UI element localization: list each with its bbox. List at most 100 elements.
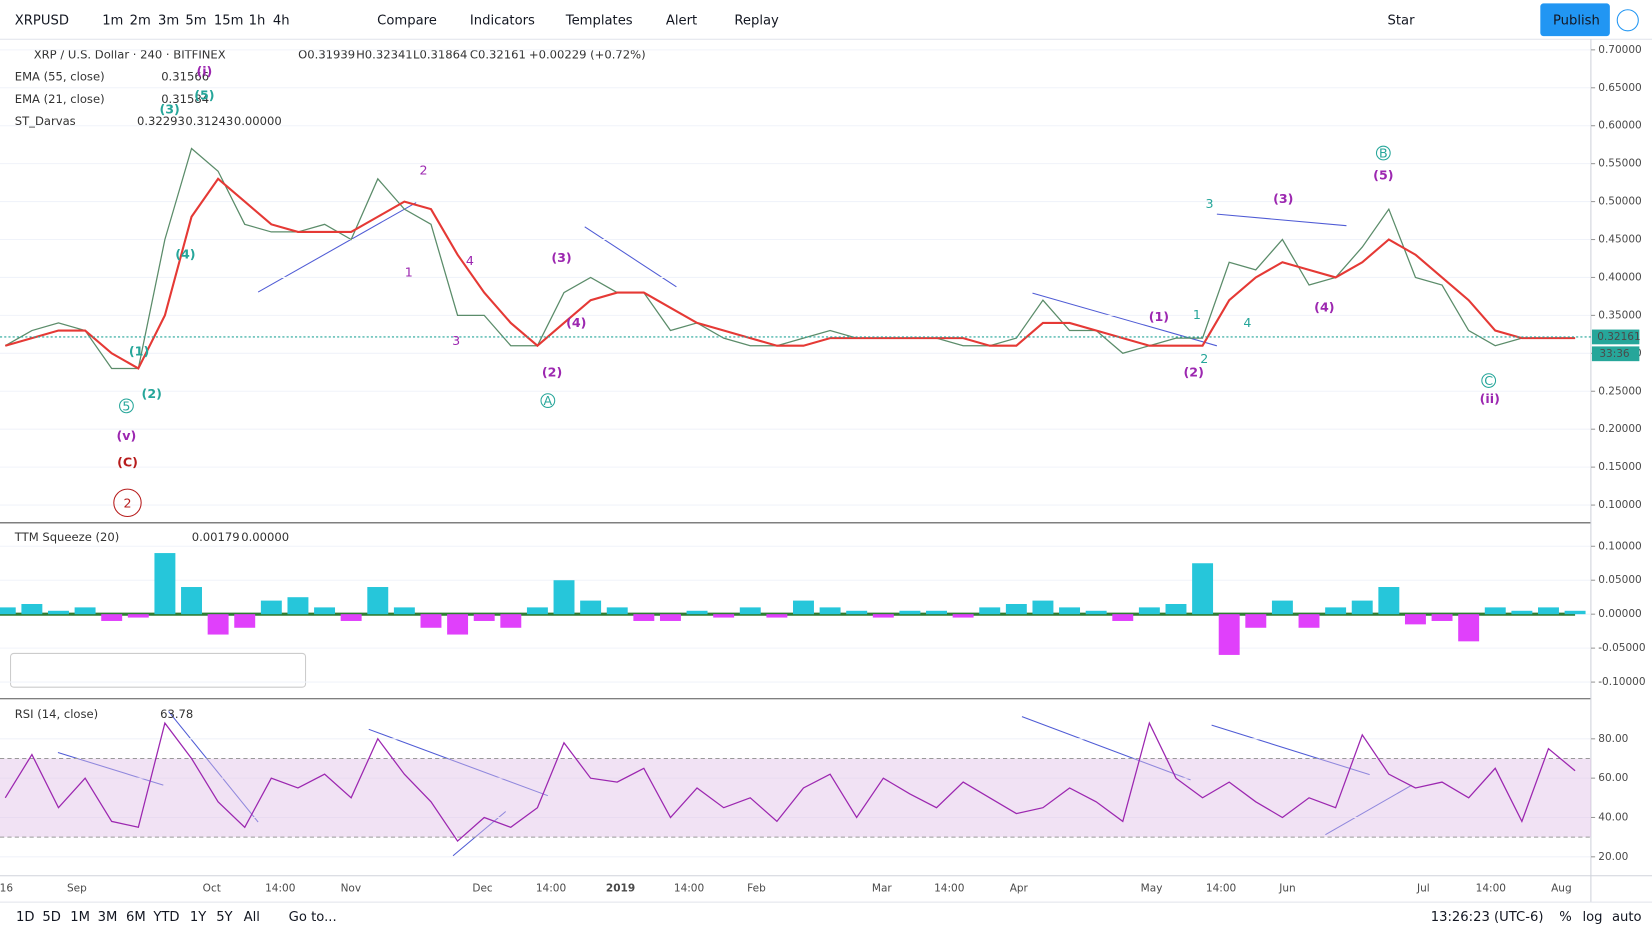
wave-circle [113,488,142,518]
bar [553,580,575,615]
goto-button[interactable]: Go to... [289,910,337,925]
bar [1218,614,1240,655]
bar [1192,563,1214,615]
publish-label[interactable]: Publish [1553,13,1600,28]
alert-button[interactable]: Alert [666,13,697,28]
bar [500,614,522,628]
bar [48,610,69,615]
bar [580,600,602,615]
y-tick-label: -0.05000 [1598,642,1645,654]
y-tick-label: 0.50000 [1598,196,1642,208]
bar [1138,607,1160,615]
x-tick-label: Dec [472,882,493,894]
indicator-value: 63.78 [160,707,193,721]
y-tick-label: 0.70000 [1598,44,1642,56]
indicators-button[interactable]: Indicators [470,13,535,28]
range-button[interactable]: All [244,910,260,925]
interval-button[interactable]: 15m [214,13,244,28]
price-line [4,147,1576,370]
bar [1511,610,1533,615]
bar [819,607,841,615]
y-tick-label: 0.45000 [1598,234,1642,246]
x-tick-label: Sep [67,882,87,894]
bar [473,614,495,621]
interval-button[interactable]: 2m [130,13,151,28]
replay-button[interactable]: Replay [734,13,779,28]
trendlines [57,202,1413,857]
trendline [368,728,549,797]
wave-label: 4 [1243,315,1251,330]
bar [74,607,96,615]
y-tick-label: 0.55000 [1598,158,1642,170]
indicator-name: RSI (14, close) [15,707,98,721]
x-tick-label: 16 [0,882,13,894]
indicator-name: EMA (55, close) [15,70,105,84]
last-price-tag [1591,329,1640,345]
publish-button[interactable] [1540,3,1610,37]
bar [926,610,947,615]
x-tick-label: Feb [747,882,766,894]
indicator-name: ST_Darvas [15,114,76,128]
range-button[interactable]: 5D [42,910,61,925]
range-button[interactable]: 1D [16,910,35,925]
trendline [1325,784,1413,836]
bar [713,614,735,618]
x-tick-label: Mar [872,882,893,894]
range-button[interactable]: 6M [126,910,146,925]
symbol-search[interactable]: XRPUSD [15,13,69,28]
y-tick-label: 0.25000 [1598,385,1642,397]
interval-button[interactable]: 4h [273,13,290,28]
ohlc-value: L0.31864 [413,48,467,62]
indicator-name: EMA (21, close) [15,92,105,106]
x-tick-label: Nov [341,882,362,894]
wave-label: 5 [122,398,130,413]
wave-circle [540,393,556,408]
trendline [584,226,677,288]
bar [420,614,442,628]
wave-label: 1 [1193,307,1201,322]
wave-label: (5) [194,88,214,103]
range-button[interactable]: 1M [70,910,90,925]
star-button[interactable]: Star [1388,13,1416,28]
compare-button[interactable]: Compare [377,13,437,28]
range-button[interactable]: 1Y [190,910,207,925]
bar [1112,614,1134,621]
bar [952,614,974,618]
wave-label: (2) [142,386,162,401]
bar [447,614,469,635]
y-tick-label: 0.05000 [1598,574,1642,586]
wave-label: (1) [129,344,149,359]
bar [686,610,708,615]
indicator-value: 0.31243 [185,114,233,128]
ohlc-value: H0.32341 [356,48,413,62]
interval-button[interactable]: 3m [158,13,179,28]
wave-label: (3) [1273,191,1293,206]
templates-button[interactable]: Templates [565,13,633,28]
fullscreen-icon[interactable] [1616,9,1639,32]
bar [1325,607,1347,615]
interval-button[interactable]: 1m [102,13,123,28]
bar [287,597,309,615]
interval-button[interactable]: 1h [249,13,266,28]
wave-label: 4 [466,253,474,268]
range-button[interactable]: 5Y [216,910,233,925]
bar [314,607,336,615]
bar [899,610,921,615]
bar [793,600,814,615]
range-button[interactable]: YTD [152,910,179,925]
bar [1564,610,1586,615]
range-button[interactable]: 3M [98,910,118,925]
indicator-value: 0.32293 [137,114,185,128]
y-tick-label: 40.00 [1598,811,1628,823]
interval-button[interactable]: 5m [185,13,206,28]
auto-toggle[interactable]: auto [1612,910,1642,925]
bar [766,614,788,618]
percent-toggle[interactable]: % [1559,910,1572,925]
bar [127,614,149,618]
y-tick-label: 0.65000 [1598,82,1642,94]
drawing-toolbar[interactable] [10,652,307,688]
log-toggle[interactable]: log [1582,910,1602,925]
wave-circle [1481,373,1497,388]
x-tick-label: Jul [1416,882,1430,894]
